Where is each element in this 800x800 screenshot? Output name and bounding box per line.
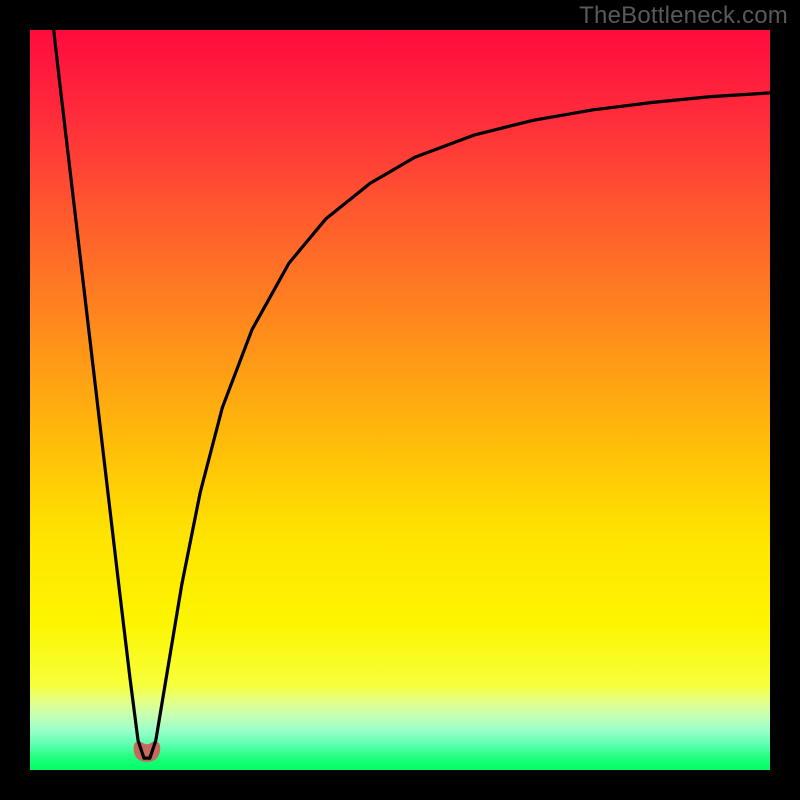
bottleneck-plot: [30, 30, 770, 770]
watermark-text: TheBottleneck.com: [579, 2, 788, 30]
gradient-background: [30, 30, 770, 770]
plot-svg: [30, 30, 770, 770]
chart-frame: TheBottleneck.com: [0, 0, 800, 800]
